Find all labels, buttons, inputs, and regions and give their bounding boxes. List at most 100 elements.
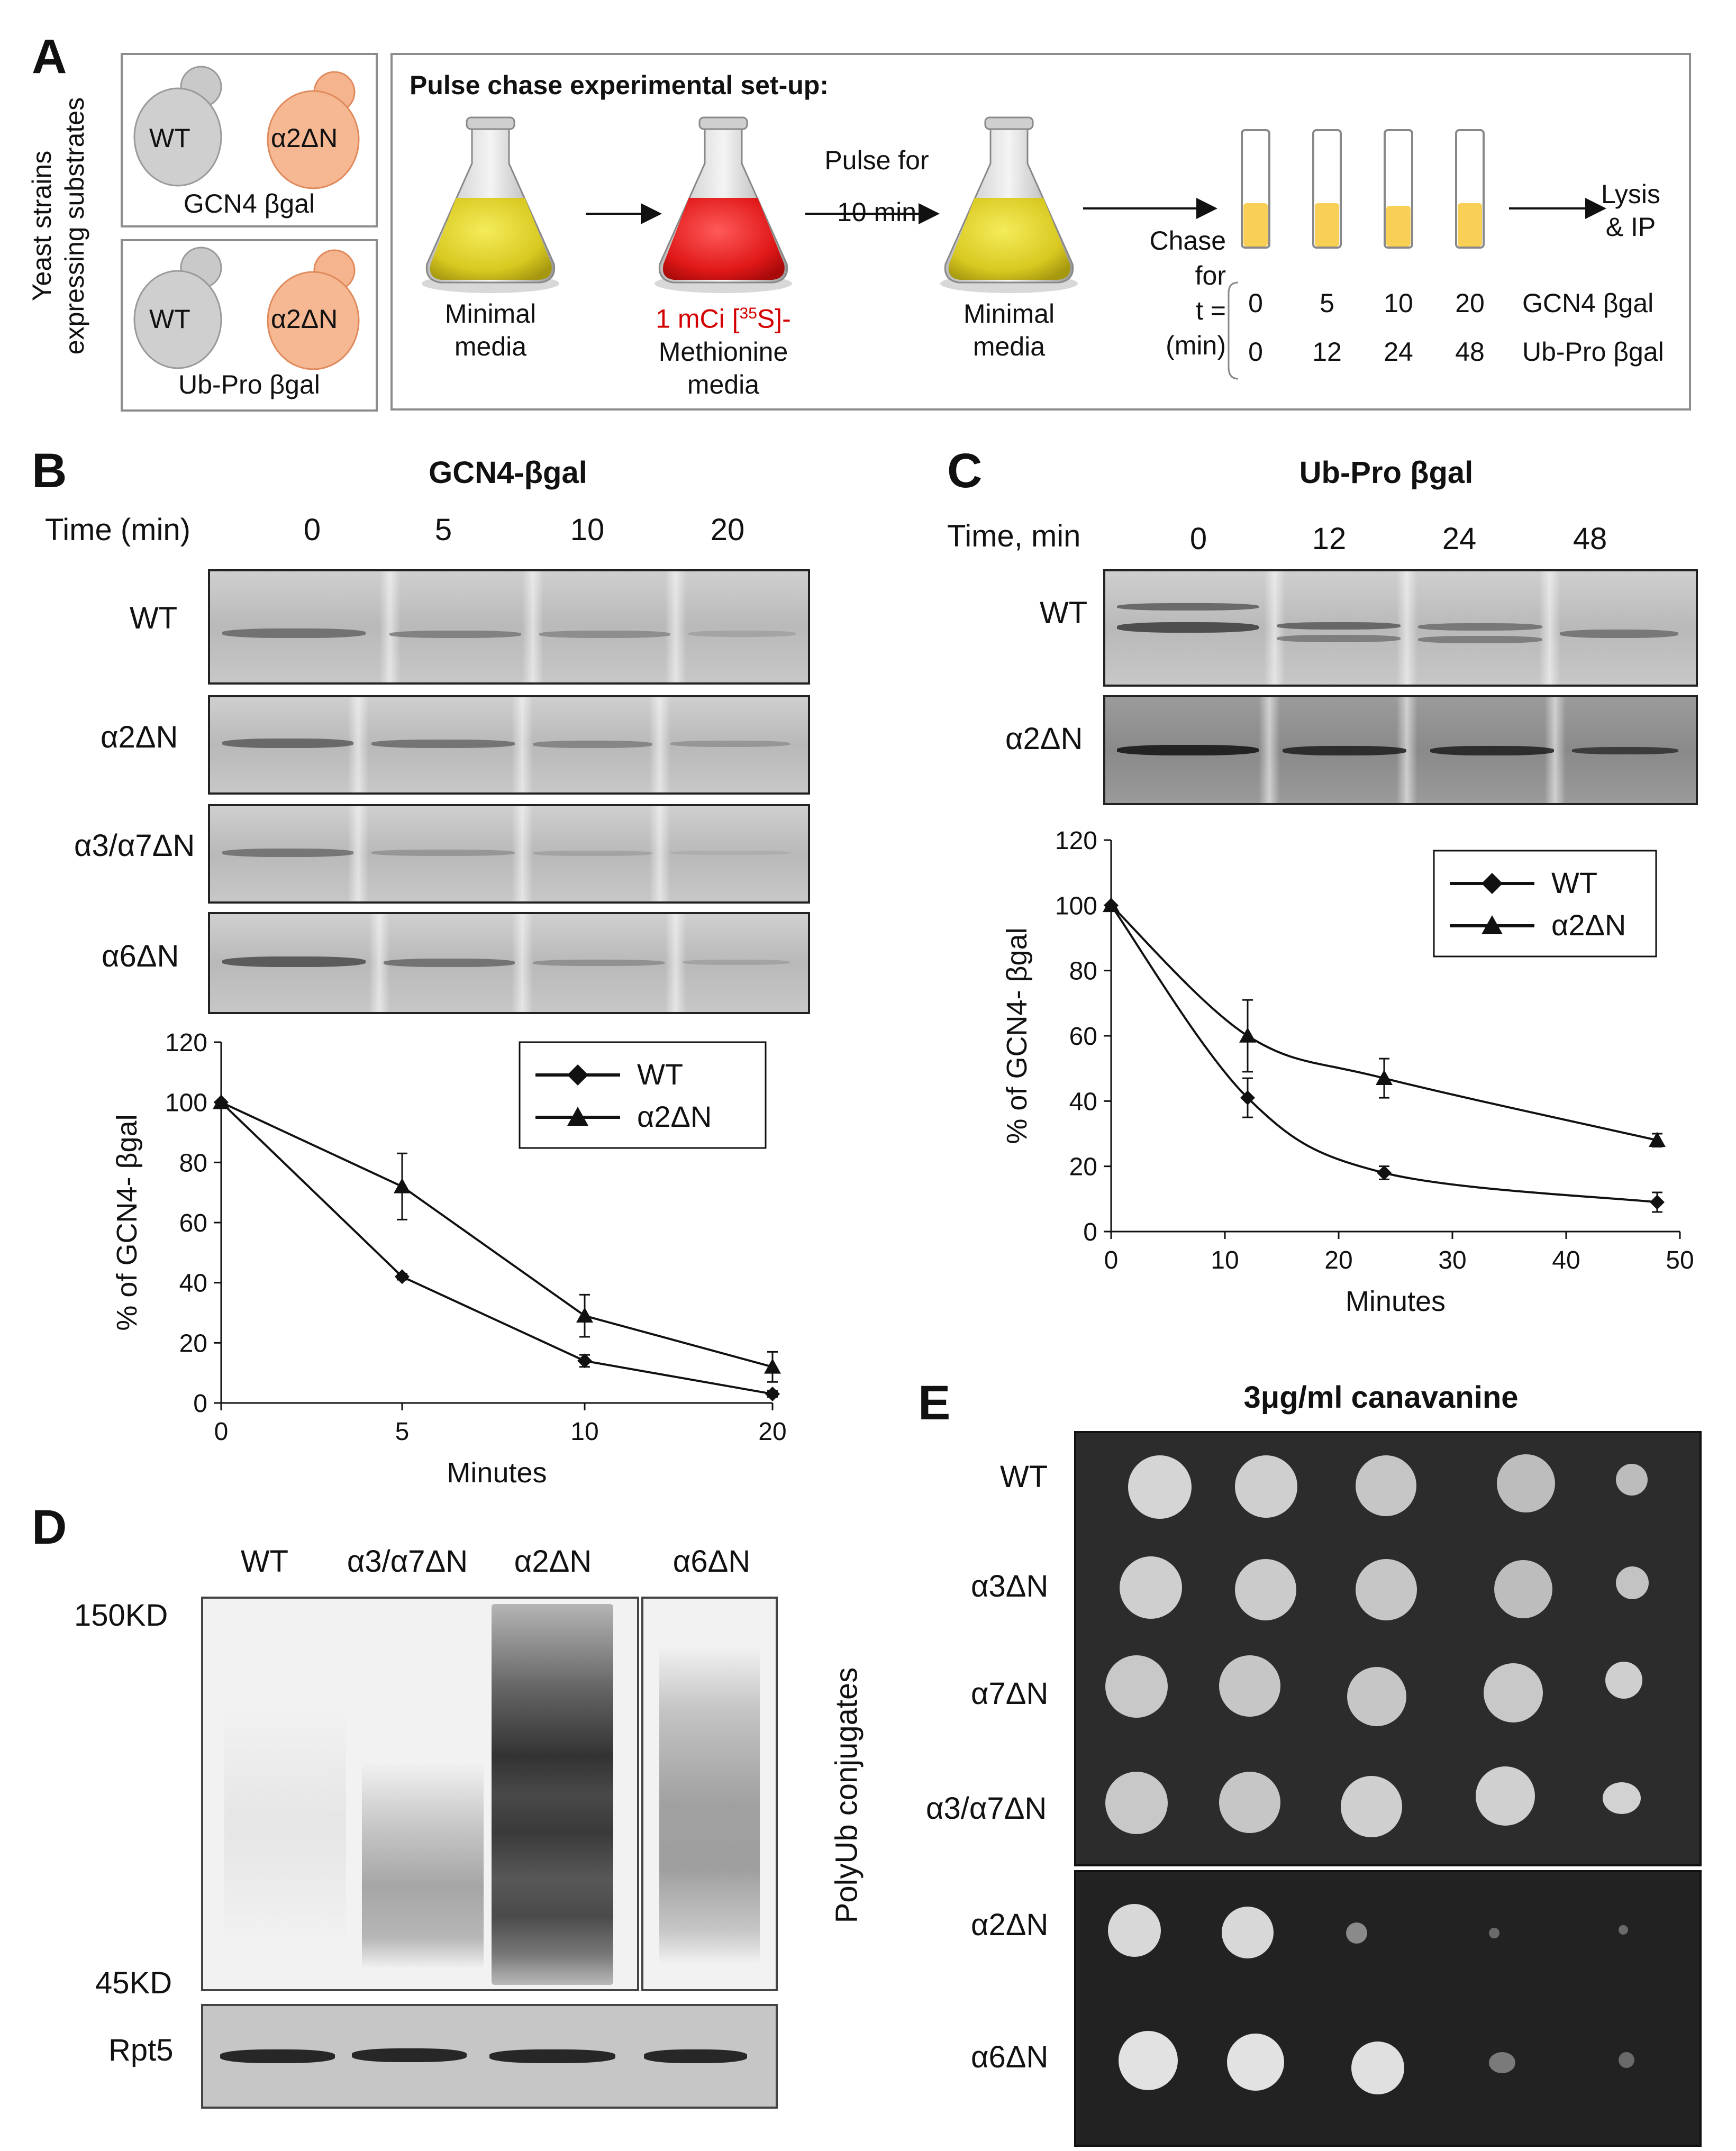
data-point-diamond xyxy=(1650,1195,1665,1210)
marker-45kd: 45KD xyxy=(95,1966,172,2000)
cell-wt-label: WT xyxy=(149,123,190,153)
legend-label: α2ΔN xyxy=(637,1100,712,1133)
x-tick-label: 50 xyxy=(1666,1246,1694,1274)
gcn4-time: 20 xyxy=(1455,288,1485,318)
y-tick-label: 100 xyxy=(165,1089,207,1117)
time-tick: 24 xyxy=(1442,522,1477,556)
y-tick-label: 60 xyxy=(179,1209,207,1237)
blot-polyub-a6 xyxy=(641,1597,778,1991)
ubpro-time: 48 xyxy=(1455,337,1485,367)
sample-tubes xyxy=(1241,129,1485,249)
y-tick-label: 120 xyxy=(1055,827,1097,855)
legend-label: WT xyxy=(637,1058,683,1091)
panel-c-title: Ub-Pro βgal xyxy=(1299,455,1474,490)
gcn4-time: 5 xyxy=(1320,288,1334,318)
panel-d-letter: D xyxy=(32,1500,67,1554)
y-tick-label: 20 xyxy=(179,1329,207,1357)
panel-a-letter: A xyxy=(32,30,67,84)
cell-mut-label: α2ΔN xyxy=(271,123,338,153)
row-ubpro-label: Ub-Pro βgal xyxy=(1522,337,1664,367)
plate-top xyxy=(1074,1431,1702,1866)
legend-box xyxy=(1433,850,1657,958)
ubpro-time: 24 xyxy=(1384,337,1413,367)
gcn4-time: 10 xyxy=(1384,288,1413,318)
data-point-diamond xyxy=(1240,1090,1255,1106)
y-tick-label: 0 xyxy=(1083,1218,1097,1246)
pulse-label: Pulse for 10 min xyxy=(824,145,929,227)
yeast-cells-gcn4 xyxy=(133,66,360,189)
y-axis-label: % of GCN4- βgal xyxy=(111,1114,143,1330)
setup-title: Pulse chase experimental set-up: xyxy=(410,70,829,100)
time-tick: 48 xyxy=(1573,522,1607,556)
blot-polyub xyxy=(201,1597,639,1991)
gcn4-time: 0 xyxy=(1248,288,1263,318)
lane-label: α2ΔN xyxy=(514,1544,592,1579)
data-point-triangle xyxy=(213,1093,230,1109)
series-line-1 xyxy=(1110,904,1658,1142)
panel-e-letter: E xyxy=(918,1376,951,1430)
legend-label: α2ΔN xyxy=(1551,908,1626,942)
yeast-strains-label: Yeast strains expressing substrates xyxy=(27,97,89,355)
chart-c: 0 20 40 60 80 100 120 0 10 20 30 40 50 Minutes % of GC… xyxy=(1001,827,1694,1317)
gel-row-label: α3/α7ΔN xyxy=(74,828,195,863)
lysis-label: Lysis & IP xyxy=(1601,179,1661,242)
y-tick-label: 100 xyxy=(1055,892,1097,920)
data-point-triangle xyxy=(1376,1070,1393,1085)
gel-c-wt xyxy=(1103,569,1698,687)
time-label: Time, min xyxy=(947,519,1081,553)
marker-150kd: 150KD xyxy=(74,1598,168,1633)
x-tick-label: 0 xyxy=(1104,1246,1119,1274)
time-tick: 10 xyxy=(570,513,605,547)
legend-marker-diamond xyxy=(1481,873,1503,894)
substrate-label: Ub-Pro βgal xyxy=(178,370,320,399)
setup-illustration xyxy=(422,116,1606,380)
y-tick-label: 60 xyxy=(1069,1023,1097,1051)
x-tick-label: 0 xyxy=(214,1418,229,1446)
plate-row-label: α3/α7ΔN xyxy=(926,1791,1047,1826)
data-point-triangle xyxy=(394,1178,411,1193)
time-tick: 0 xyxy=(303,513,321,547)
y-tick-label: 20 xyxy=(1069,1153,1097,1181)
data-point-triangle xyxy=(1103,897,1120,913)
x-tick-label: 20 xyxy=(1324,1246,1352,1274)
panel-b-letter: B xyxy=(32,444,67,498)
x-tick-label: 30 xyxy=(1438,1246,1466,1274)
chase-label: Chase for t = (min) xyxy=(1149,226,1226,360)
polyub-label: PolyUb conjugates xyxy=(829,1667,864,1924)
x-tick-label: 5 xyxy=(395,1418,410,1446)
panel-b-title: GCN4-βgal xyxy=(429,455,587,490)
panel-c-letter: C xyxy=(947,444,983,498)
gel-row-label: α6ΔN xyxy=(102,939,179,973)
y-tick-label: 40 xyxy=(179,1270,207,1298)
legend-label: WT xyxy=(1551,866,1597,899)
strain-box-ubpro: WT α2ΔN Ub-Pro βgal xyxy=(121,239,378,412)
legend-marker-triangle xyxy=(567,1107,588,1126)
data-point-triangle xyxy=(1239,1027,1256,1043)
gel-a6dn xyxy=(208,912,810,1014)
substrate-label: GCN4 βgal xyxy=(183,189,315,218)
y-tick-label: 40 xyxy=(1069,1088,1097,1116)
plate-row-label: α6ΔN xyxy=(971,2040,1049,2074)
pulse-chase-setup-box: Pulse chase experimental set-up: xyxy=(390,53,1691,411)
flask2-label: 1 mCi [35S]- Methionine media xyxy=(656,304,791,399)
cell-wt-label: WT xyxy=(149,304,190,334)
time-tick: 12 xyxy=(1312,522,1347,556)
x-tick-label: 10 xyxy=(1211,1246,1239,1274)
x-axis-label: Minutes xyxy=(447,1457,547,1489)
lane-label: α3/α7ΔN xyxy=(347,1544,468,1579)
data-point-diamond xyxy=(395,1269,410,1284)
y-tick-label: 0 xyxy=(193,1390,207,1418)
lane-label: WT xyxy=(240,1544,289,1579)
cell-mut-label: α2ΔN xyxy=(271,304,338,334)
plate-row-label: α2ΔN xyxy=(971,1908,1049,1942)
x-tick-label: 10 xyxy=(570,1418,598,1446)
time-tick: 0 xyxy=(1189,522,1207,556)
gel-a2dn xyxy=(208,695,810,795)
gel-row-label: WT xyxy=(130,601,178,635)
flask3-label: Minimal media xyxy=(963,299,1055,361)
row-gcn4-label: GCN4 βgal xyxy=(1522,288,1654,318)
y-axis-label: % of GCN4- βgal xyxy=(1001,927,1033,1144)
plate-row-label: α7ΔN xyxy=(971,1676,1049,1711)
lane-label: α6ΔN xyxy=(672,1544,751,1579)
